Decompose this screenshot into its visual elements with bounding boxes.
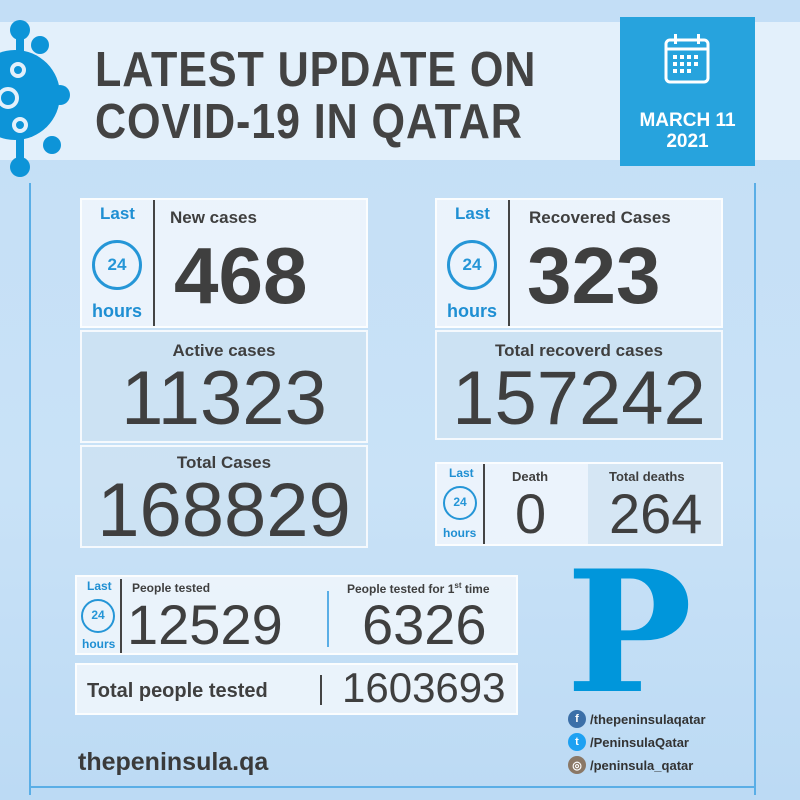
last-label: Last [455,204,490,223]
death-value: 0 [515,482,547,545]
hours-label: hours [447,301,498,321]
total-deaths-label: Total deaths [609,469,685,484]
instagram-icon: ◎ [568,756,586,774]
website-link[interactable]: thepeninsula.qa [78,748,269,776]
total-recovered-value: 157242 [452,356,706,441]
facebook-icon: f [568,710,586,728]
total-recovered-label: Total recoverd cases [495,341,663,360]
total-cases-label: Total Cases [176,453,272,472]
recovered-label: Recovered Cases [529,208,671,227]
title-line-2: COVID-19 IN QATAR [95,95,523,149]
page-title: LATEST UPDATE ON COVID-19 IN QATAR [95,44,536,148]
date-text: MARCH 11 2021 [620,110,755,152]
frame-right [754,183,756,795]
date-box: MARCH 11 2021 [620,17,755,166]
last-label: Last [87,579,112,593]
virus-icon [0,20,70,177]
new-cases-label: New cases [170,208,257,227]
frame-bottom [29,786,756,788]
24-hours-clock-icon: 24 [447,240,497,290]
recovered-value: 323 [527,231,661,320]
active-cases-value: 11323 [121,356,327,441]
total-tested-value: 1603693 [342,664,506,711]
twitter-handle: /PeninsulaQatar [590,734,689,750]
first-time-value: 6326 [362,593,487,656]
title-line-1: LATEST UPDATE ON [95,43,537,97]
hours-label: hours [443,526,477,540]
first-time-label: People tested for 1st time [347,581,490,596]
first-time-label-sup: st [454,581,462,590]
total-recovered-card: Total recoverd cases 157242 [435,330,723,440]
new-cases-card: Last 24 hours New cases 468 [80,198,368,328]
total-cases-value: 168829 [97,468,351,553]
facebook-handle: /thepeninsulaqatar [590,711,706,727]
active-cases-label: Active cases [172,341,276,360]
divider [327,591,329,647]
instagram-handle: /peninsula_qatar [590,757,694,773]
people-tested-label: People tested [132,581,211,595]
total-tested-label: Total people tested [87,680,268,702]
24-hours-clock-icon: 24 [443,486,477,520]
total-deaths-value: 264 [609,482,703,545]
24-hours-clock-icon: 24 [81,599,115,633]
people-tested-card: Last 24 hours People tested 12529 People… [75,575,518,655]
last-label: Last [100,204,135,223]
first-time-label-text: People tested for 1 [347,582,455,596]
facebook-link[interactable]: f/thepeninsulaqatar [568,710,706,728]
twitter-icon: t [568,733,586,751]
date-year: 2021 [666,131,709,152]
first-time-label-suffix: time [461,582,490,596]
hours-label: hours [92,301,143,321]
date-month-day: MARCH 11 [639,110,736,131]
24-hours-clock-icon: 24 [92,240,142,290]
frame-left [29,183,31,795]
instagram-link[interactable]: ◎/peninsula_qatar [568,756,693,774]
recovered-card: Last 24 hours Recovered Cases 323 [435,198,723,328]
calendar-icon [664,34,710,84]
deaths-card: Last 24 hours Death 0 Total deaths 264 [435,462,723,546]
total-tested-card: Total people tested 1603693 [75,663,518,715]
new-cases-value: 468 [174,231,308,320]
people-tested-value: 12529 [127,593,283,656]
hours-label: hours [82,637,116,651]
last-label: Last [449,466,474,480]
active-cases-card: Active cases 11323 [80,330,368,443]
total-cases-card: Total Cases 168829 [80,445,368,553]
death-label: Death [512,469,549,484]
peninsula-logo: P [566,533,693,731]
twitter-link[interactable]: t/PeninsulaQatar [568,733,689,751]
